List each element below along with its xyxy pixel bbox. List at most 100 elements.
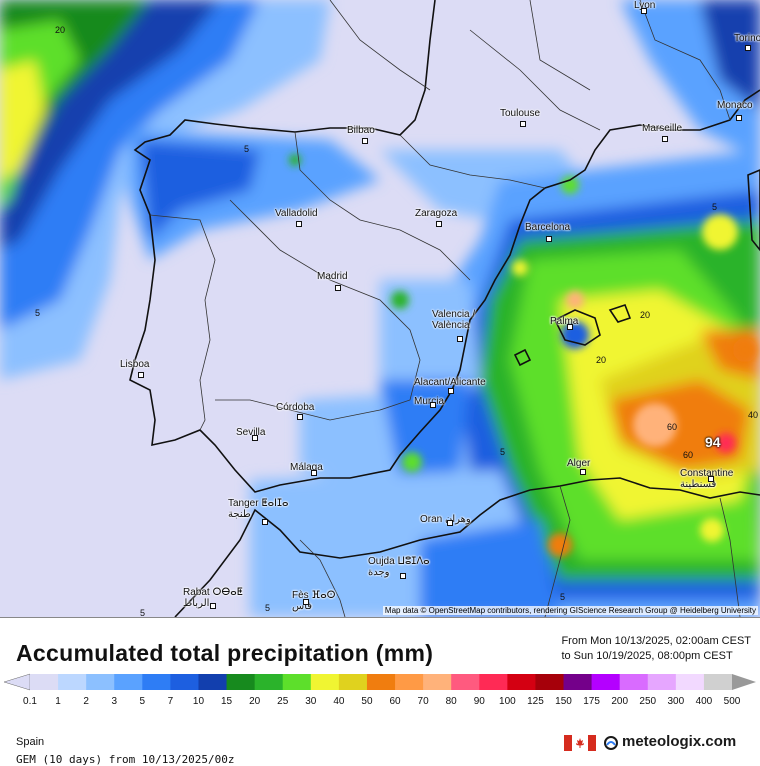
scale-tick-label: 40 — [333, 696, 345, 707]
scale-arrow-right — [732, 674, 756, 690]
scale-swatch — [619, 674, 649, 690]
coastlines — [129, 0, 760, 617]
scale-swatch — [142, 674, 171, 690]
scale-tick-label: 300 — [667, 696, 685, 707]
scale-swatch — [338, 674, 368, 690]
contour-label: 20 — [55, 25, 65, 35]
scale-tick-label: 90 — [473, 696, 485, 707]
city-marker — [546, 236, 552, 242]
max-value-label: 94 — [705, 434, 721, 450]
region-label: Spain — [16, 736, 45, 748]
contour-label: 60 — [683, 450, 693, 460]
city-marker — [297, 414, 303, 420]
scale-tick-label: 30 — [305, 696, 317, 707]
city-label: Oran وهران — [420, 514, 471, 525]
city-label: Palma — [550, 316, 579, 327]
city-marker — [138, 372, 144, 378]
city-label: Torino — [734, 33, 760, 44]
scale-tick-label: 1 — [55, 696, 61, 707]
meteologix-logo-icon — [604, 736, 618, 750]
contour-label: 5 — [140, 608, 145, 617]
scale-tick-label: 0.1 — [23, 696, 37, 707]
scale-tick-label: 3 — [111, 696, 118, 707]
city-label: Córdoba — [276, 402, 315, 413]
scale-tick-label: 70 — [417, 696, 429, 707]
city-marker — [448, 388, 454, 394]
scale-swatch — [170, 674, 199, 690]
scale-swatch — [703, 674, 733, 690]
scale-swatch — [395, 674, 424, 690]
city-marker — [303, 599, 309, 605]
contour-label: 40 — [748, 410, 758, 420]
city-marker — [296, 221, 302, 227]
scale-swatch — [282, 674, 312, 690]
scale-tick-label: 500 — [723, 696, 741, 707]
scale-swatch — [535, 674, 565, 690]
city-marker — [520, 121, 526, 127]
contour-label: 5 — [35, 308, 40, 318]
city-label: Fès ⴼⴰⵙ فاس — [292, 590, 336, 612]
city-marker — [400, 573, 406, 579]
scale-swatch — [451, 674, 480, 690]
city-marker — [567, 324, 573, 330]
city-marker — [252, 435, 258, 441]
scale-tick-label: 50 — [361, 696, 373, 707]
contour-label: 20 — [640, 310, 650, 320]
brand-name[interactable]: meteologix.com — [622, 733, 737, 750]
city-label: Oujda ⵡⵓⵊⴷⴰ وجدة — [368, 556, 430, 578]
city-marker — [262, 519, 268, 525]
scale-tick-label: 10 — [192, 696, 205, 707]
scale-arrow-left — [3, 673, 31, 691]
scale-tick-label: 150 — [555, 696, 572, 707]
city-marker — [210, 603, 216, 609]
scale-swatch — [114, 674, 143, 690]
city-marker — [430, 402, 436, 408]
contour-labels: 20 5 5 5 20 20 5 40 60 60 5 5 5 — [35, 25, 758, 617]
scale-swatch — [30, 674, 59, 690]
city-label: Murcia — [414, 396, 445, 407]
forecast-period: From Mon 10/13/2025, 02:00am CEST to Sun… — [561, 634, 751, 664]
scale-tick-label: 200 — [611, 696, 629, 707]
scale-swatch — [198, 674, 228, 690]
scale-swatch — [310, 674, 340, 690]
city-label: Valencia / València — [432, 309, 476, 331]
city-marker — [641, 8, 647, 14]
contour-label: 60 — [667, 422, 677, 432]
city-marker — [580, 469, 586, 475]
city-label: Barcelona — [525, 222, 571, 233]
scale-tick-label: 7 — [167, 696, 174, 707]
scale-tick-label: 25 — [277, 696, 289, 707]
scale-swatch — [254, 674, 284, 690]
scale-tick-label: 15 — [220, 696, 233, 707]
city-label: Toulouse — [500, 108, 541, 119]
scale-swatch — [86, 674, 115, 690]
city-label: Valladolid — [275, 208, 318, 219]
contour-label: 5 — [500, 447, 505, 457]
scale-swatch — [647, 674, 677, 690]
city-label: Zaragoza — [415, 208, 458, 219]
scale-swatch — [563, 674, 593, 690]
scale-tick-label: 5 — [139, 696, 146, 707]
scale-swatch — [591, 674, 621, 690]
scale-swatch — [366, 674, 396, 690]
scale-tick-label: 2 — [83, 696, 89, 707]
precipitation-map[interactable]: 20 5 5 5 20 20 5 40 60 60 5 5 5 94 Lyon Torino Monaco B… — [0, 0, 760, 617]
city-marker — [708, 476, 714, 482]
precip-cores — [289, 154, 757, 557]
scale-swatch — [507, 674, 536, 690]
scale-tick-label: 100 — [499, 696, 516, 707]
city-marker — [362, 138, 368, 144]
city-label: Bilbao — [347, 125, 375, 136]
period-start: From Mon 10/13/2025, 02:00am CEST — [561, 635, 751, 647]
scale-tick-label: 400 — [695, 696, 713, 707]
scale-tick-label: 60 — [389, 696, 401, 707]
map-attribution[interactable]: Map data © OpenStreetMap contributors, r… — [382, 606, 758, 615]
city-label: Málaga — [290, 462, 323, 473]
borders — [149, 0, 741, 617]
scale-swatch — [423, 674, 452, 690]
city-label: Lyon — [634, 0, 656, 11]
city-label: Lisboa — [120, 359, 150, 370]
city-label: Constantine قسنطينة — [680, 468, 734, 490]
color-scale-bar — [3, 673, 756, 691]
city-label: Marseille — [642, 123, 683, 134]
